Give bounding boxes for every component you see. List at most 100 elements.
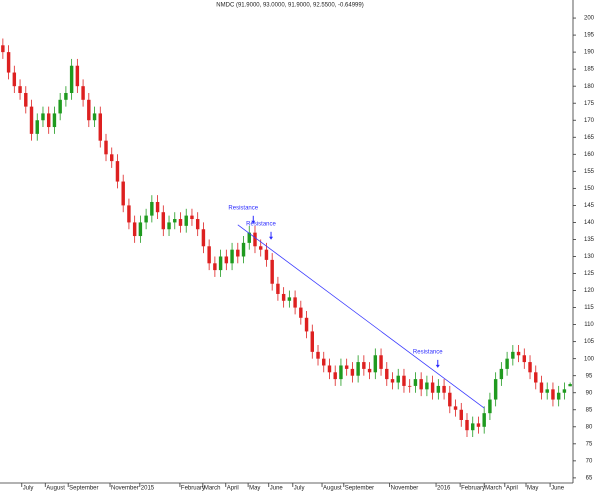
x-tick-label: March: [485, 486, 502, 491]
annotation-label: Resistance: [246, 221, 276, 227]
candle-body: [253, 232, 257, 247]
candle-body: [201, 229, 206, 247]
y-tick-label: 130: [584, 254, 595, 260]
candle-body: [471, 423, 475, 431]
y-tick-label: 140: [584, 220, 595, 226]
candle-body: [64, 92, 68, 100]
candle-body: [207, 246, 211, 264]
candle-body: [46, 113, 51, 128]
x-tick-label: 2015: [141, 486, 155, 491]
candle-body: [184, 215, 188, 226]
candle-body: [264, 249, 269, 260]
candle-body: [150, 201, 154, 216]
candle-body: [161, 212, 166, 230]
x-tick-label: May: [527, 486, 538, 491]
annotation-label: Resistance: [413, 349, 443, 355]
candle-body: [98, 113, 102, 141]
candle-body: [299, 307, 303, 318]
x-tick-label: May: [249, 486, 260, 491]
candle-body: [396, 375, 400, 383]
y-tick-label: 110: [584, 322, 594, 328]
y-tick-label: 135: [584, 237, 595, 243]
y-tick-label: 75: [586, 441, 593, 447]
y-tick-label: 70: [586, 458, 593, 464]
y-tick-label: 185: [584, 67, 595, 73]
candle-body: [339, 365, 343, 380]
y-tick-label: 100: [584, 356, 595, 362]
x-tick-label: August: [46, 486, 65, 491]
candle-body: [218, 256, 223, 271]
candle-body: [195, 219, 200, 230]
candle-body: [138, 222, 143, 237]
annotation-label: Resistance: [228, 205, 258, 211]
candle-body: [534, 372, 538, 383]
candle-body: [178, 219, 183, 226]
candle-body: [121, 181, 125, 206]
candle-body: [276, 283, 280, 294]
candle-body: [344, 365, 349, 369]
x-tick-label: April: [506, 486, 518, 491]
x-tick-label: April: [227, 486, 239, 491]
candle-body: [350, 368, 355, 376]
candle-body: [247, 232, 251, 243]
candle-body: [293, 297, 297, 308]
y-tick-label: 90: [586, 390, 593, 396]
candle-body: [430, 382, 435, 393]
candle-body: [258, 246, 263, 250]
candle-body: [1, 45, 5, 53]
candle-body: [511, 351, 515, 359]
x-tick-label: September: [69, 486, 98, 491]
x-tick-label: March: [204, 486, 221, 491]
candle-body: [476, 423, 481, 427]
candle-body: [167, 222, 171, 230]
x-tick-label: June: [270, 486, 284, 491]
candle-body: [310, 331, 315, 352]
x-tick-label: June: [551, 486, 565, 491]
candle-body: [425, 382, 429, 390]
candle-body: [459, 409, 463, 420]
candle-body: [155, 201, 160, 213]
candle-body: [453, 406, 458, 410]
candle-body: [35, 120, 39, 134]
candle-body: [436, 385, 441, 393]
y-tick-label: 165: [584, 135, 595, 141]
candle-body: [52, 113, 57, 128]
candle-body: [132, 222, 137, 237]
candle-body: [322, 358, 326, 366]
candle-body: [69, 65, 74, 93]
candle-body: [87, 99, 91, 121]
candle-body: [236, 249, 240, 257]
candle-body: [29, 106, 34, 134]
y-tick-label: 155: [584, 169, 595, 175]
candle-body: [224, 256, 229, 264]
candle-body: [281, 293, 286, 301]
candle-body: [442, 385, 446, 393]
candle-body: [75, 65, 80, 87]
candle-body: [333, 372, 337, 380]
candle-body: [488, 399, 492, 414]
x-tick-label: July: [294, 486, 305, 491]
candle-body: [505, 358, 509, 369]
candle-body: [127, 205, 131, 223]
x-tick-label: February: [181, 486, 205, 491]
candle-body: [6, 52, 11, 73]
y-tick-label: 195: [584, 33, 595, 39]
y-tick-label: 145: [584, 203, 595, 209]
candle-body: [448, 392, 452, 407]
y-tick-label: 180: [584, 84, 595, 90]
candle-body: [407, 385, 412, 387]
annotation-arrowhead: [435, 364, 440, 368]
candle-body: [230, 249, 234, 264]
y-tick-label: 115: [584, 305, 594, 311]
candle-body: [144, 215, 148, 223]
candle-body: [522, 355, 527, 363]
candle-body: [104, 140, 108, 155]
annotation-arrowhead: [269, 236, 274, 240]
candle-body: [516, 351, 521, 356]
candle-body: [41, 113, 45, 121]
candle-body: [362, 362, 366, 369]
candle-body: [545, 389, 549, 393]
x-tick-label: February: [461, 486, 485, 491]
y-tick-label: 190: [584, 50, 595, 56]
